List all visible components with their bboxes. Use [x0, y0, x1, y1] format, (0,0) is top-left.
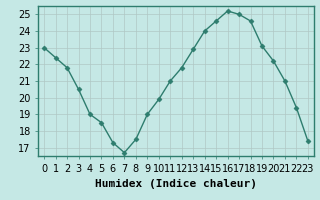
X-axis label: Humidex (Indice chaleur): Humidex (Indice chaleur): [95, 179, 257, 189]
